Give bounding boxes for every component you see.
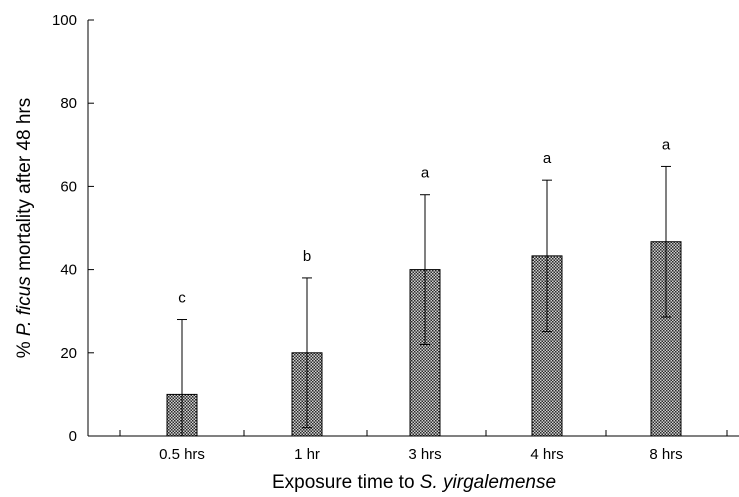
x-tick-label: 3 hrs (408, 446, 441, 463)
axes: 0 20 40 60 80 100 (52, 12, 739, 445)
y-tick-label: 40 (60, 262, 77, 279)
y-axis-label-italic: P. ficus (14, 276, 35, 336)
y-tick-label: 80 (60, 95, 77, 112)
y-tick-label: 0 (69, 428, 77, 445)
y-tick-label: 100 (52, 12, 77, 29)
bars: c 0.5 hrs b 1 hr a 3 hrs a 4 hrs a 8 hrs (159, 136, 683, 463)
x-tick-label: 1 hr (294, 446, 320, 463)
x-tick-label: 4 hrs (530, 446, 563, 463)
y-axis-label-post: mortality after 48 hrs (14, 98, 35, 276)
significance-letter: a (662, 136, 671, 153)
x-axis-label-italic: S. yirgalemense (420, 472, 556, 493)
y-axis-label-pre: % (14, 336, 35, 358)
y-tick-label: 20 (60, 345, 77, 362)
x-tick-label: 8 hrs (649, 446, 682, 463)
significance-letter: a (543, 150, 552, 167)
y-axis-label: % P. ficus mortality after 48 hrs (14, 98, 35, 359)
significance-letter: a (421, 165, 430, 182)
axis-labels: % P. ficus mortality after 48 hrs Exposu… (14, 98, 556, 493)
y-tick-label: 60 (60, 178, 77, 195)
x-tick-label: 0.5 hrs (159, 446, 205, 463)
x-axis-label: Exposure time to S. yirgalemense (272, 472, 556, 493)
significance-letter: c (178, 290, 186, 307)
x-axis-label-pre: Exposure time to (272, 472, 420, 493)
significance-letter: b (303, 248, 311, 265)
